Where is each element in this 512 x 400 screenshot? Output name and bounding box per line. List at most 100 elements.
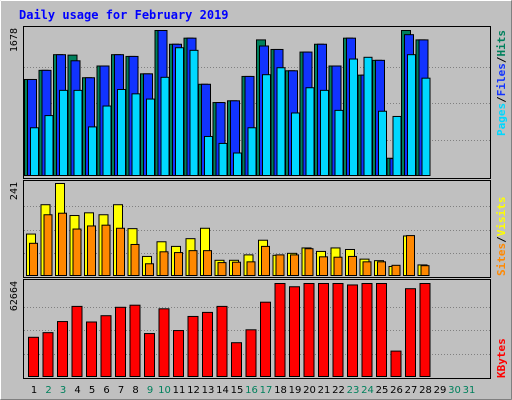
x-tick-label-day-31: 31 bbox=[463, 385, 476, 396]
x-tick-label-day-18: 18 bbox=[274, 385, 287, 396]
bar-pages-day-5 bbox=[88, 126, 97, 176]
bar-sites-day-3 bbox=[58, 212, 67, 277]
bar-sites-day-10 bbox=[159, 251, 169, 276]
bar-pages-day-22 bbox=[334, 109, 344, 176]
bar-sites-day-21 bbox=[319, 256, 328, 276]
bar-sites-day-24 bbox=[362, 261, 372, 276]
bar-kbytes-day-9 bbox=[144, 333, 155, 377]
bar-pages-day-21 bbox=[320, 89, 329, 176]
bar-sites-day-9 bbox=[145, 263, 154, 277]
x-tick-label-day-27: 27 bbox=[405, 385, 418, 396]
bar-kbytes-day-22 bbox=[332, 283, 344, 377]
bar-kbytes-day-8 bbox=[129, 304, 141, 378]
panel-hits-files-pages bbox=[23, 26, 491, 179]
bar-pages-day-26 bbox=[392, 115, 402, 176]
bar-sites-day-17 bbox=[261, 245, 270, 277]
bars-layer bbox=[24, 30, 431, 378]
bar-pages-day-27 bbox=[407, 54, 416, 177]
chart-title: Daily usage for February 2019 bbox=[19, 8, 229, 22]
bar-sites-day-1 bbox=[29, 242, 38, 276]
bar-pages-day-24 bbox=[363, 56, 373, 176]
bar-pages-day-12 bbox=[189, 49, 199, 176]
bar-sites-day-16 bbox=[246, 261, 256, 276]
bar-pages-day-9 bbox=[146, 98, 155, 176]
bar-pages-day-4 bbox=[73, 89, 83, 176]
x-tick-label-day-9: 9 bbox=[147, 385, 153, 396]
x-tick-label-day-30: 30 bbox=[448, 385, 461, 396]
legend-visits-sites: Sites/Visits bbox=[495, 197, 508, 277]
x-tick-label-day-3: 3 bbox=[60, 385, 66, 396]
x-tick-label-day-6: 6 bbox=[103, 385, 109, 396]
bar-kbytes-day-10 bbox=[158, 308, 170, 378]
x-tick-label-day-14: 14 bbox=[216, 385, 229, 396]
bar-kbytes-day-26 bbox=[390, 350, 402, 377]
bar-sites-day-8 bbox=[130, 243, 140, 276]
bar-kbytes-day-16 bbox=[245, 329, 257, 378]
bar-kbytes-day-25 bbox=[376, 283, 387, 377]
x-tick-label-day-2: 2 bbox=[45, 385, 51, 396]
bar-kbytes-day-1 bbox=[28, 336, 39, 377]
legend-sites: Sites bbox=[495, 243, 508, 276]
x-tick-label-day-22: 22 bbox=[332, 385, 345, 396]
bar-kbytes-day-23 bbox=[347, 284, 358, 378]
x-tick-label-day-10: 10 bbox=[158, 385, 171, 396]
x-axis-day-labels: 1 2 3 4 5 6 7 8 9 10 11 12 13 14 15 16 17 18 19 20 21 22 23 24 2… bbox=[31, 385, 476, 396]
bar-kbytes-day-28 bbox=[419, 283, 431, 377]
bar-sites-day-13 bbox=[203, 250, 212, 277]
bar-pages-day-1 bbox=[30, 127, 39, 176]
legend-hits: Hits bbox=[495, 30, 508, 57]
bar-sites-day-26 bbox=[391, 264, 401, 277]
bar-pages-day-23 bbox=[349, 58, 358, 177]
legend-files: Files bbox=[495, 63, 508, 96]
bar-kbytes-day-17 bbox=[260, 301, 271, 378]
bar-kbytes-day-5 bbox=[86, 321, 97, 378]
bar-pages-day-16 bbox=[247, 127, 257, 176]
x-tick-label-day-29: 29 bbox=[434, 385, 447, 396]
x-tick-label-day-13: 13 bbox=[202, 385, 215, 396]
bar-kbytes-day-19 bbox=[289, 286, 300, 377]
bar-sites-day-14 bbox=[217, 262, 227, 276]
bar-kbytes-day-12 bbox=[187, 315, 199, 377]
panel-kbytes bbox=[23, 279, 491, 379]
bar-sites-day-23 bbox=[348, 255, 357, 277]
bar-sites-day-20 bbox=[304, 248, 314, 277]
bar-pages-day-3 bbox=[59, 89, 68, 176]
bar-kbytes-day-4 bbox=[71, 305, 83, 377]
bar-pages-day-19 bbox=[291, 112, 300, 176]
x-tick-label-day-25: 25 bbox=[376, 385, 389, 396]
bar-sites-day-22 bbox=[333, 256, 343, 276]
bar-pages-day-11 bbox=[175, 47, 184, 176]
bar-sites-day-4 bbox=[72, 228, 82, 276]
bar-kbytes-day-2 bbox=[42, 332, 54, 378]
bar-sites-day-18 bbox=[275, 254, 285, 277]
bar-kbytes-day-7 bbox=[115, 306, 126, 378]
bar-pages-day-28 bbox=[421, 77, 431, 176]
bar-pages-day-6 bbox=[102, 105, 112, 176]
bar-sites-day-25 bbox=[377, 261, 386, 276]
bar-sites-day-12 bbox=[188, 250, 198, 277]
bar-kbytes-day-6 bbox=[100, 315, 112, 377]
x-tick-label-day-16: 16 bbox=[245, 385, 258, 396]
legend-hits-files-pages: Pages/Files/Hits bbox=[495, 30, 508, 136]
bar-pages-day-18 bbox=[276, 67, 286, 176]
visits-axis-max-label: 241 bbox=[9, 182, 20, 200]
x-tick-label-day-24: 24 bbox=[361, 385, 374, 396]
bar-pages-day-10 bbox=[160, 76, 170, 176]
x-tick-label-day-1: 1 bbox=[31, 385, 37, 396]
bar-kbytes-day-14 bbox=[216, 305, 228, 377]
x-tick-label-day-26: 26 bbox=[390, 385, 403, 396]
bar-sites-day-5 bbox=[87, 225, 96, 277]
bar-pages-day-14 bbox=[218, 142, 228, 176]
bar-pages-day-7 bbox=[117, 88, 126, 176]
legend-kbytes: KBytes bbox=[495, 338, 508, 378]
x-tick-label-day-11: 11 bbox=[173, 385, 186, 396]
bar-kbytes-day-24 bbox=[361, 283, 373, 377]
x-tick-label-day-5: 5 bbox=[89, 385, 95, 396]
x-tick-label-day-8: 8 bbox=[132, 385, 138, 396]
bar-kbytes-day-20 bbox=[303, 283, 315, 377]
panel-visits-sites bbox=[23, 180, 491, 278]
x-tick-label-day-15: 15 bbox=[231, 385, 244, 396]
bar-sites-day-19 bbox=[290, 254, 299, 277]
hits-axis-max-label: 1678 bbox=[9, 28, 20, 52]
